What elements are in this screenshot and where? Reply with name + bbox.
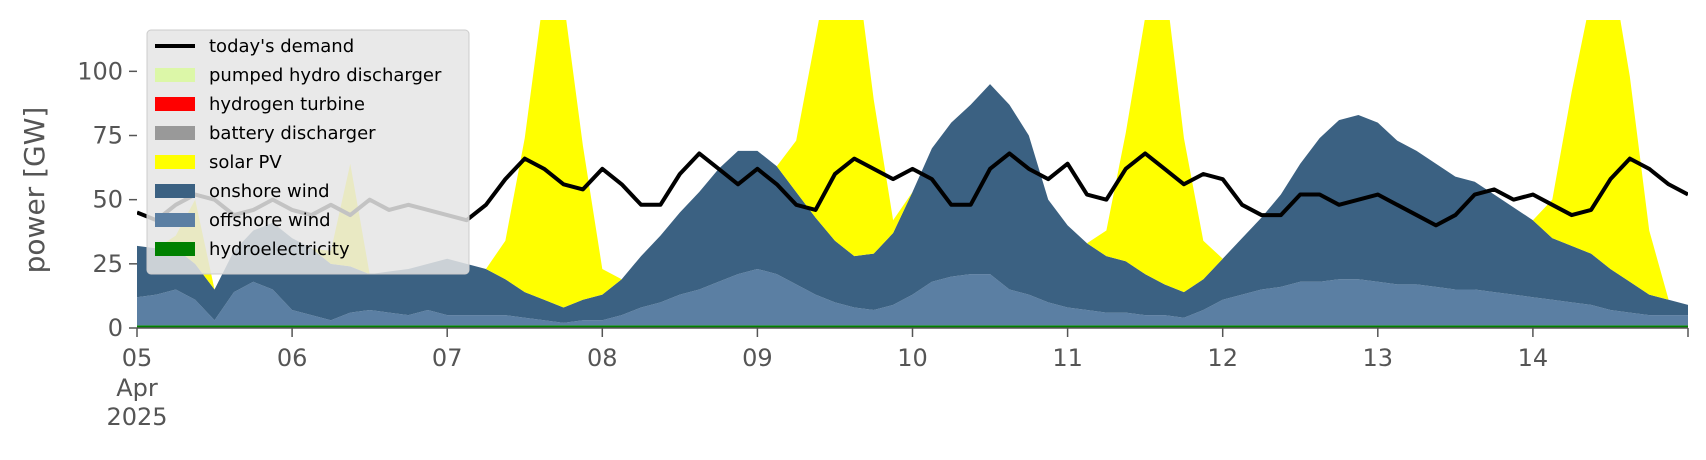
x-tick-label: 13 (1363, 344, 1394, 372)
legend-label: solar PV (209, 152, 282, 173)
x-tick-label: 14 (1518, 344, 1549, 372)
x-tick-label: 07 (432, 344, 463, 372)
area-solar-pv (137, 20, 1688, 308)
y-tick-label: 50 (92, 186, 123, 214)
y-tick-label: 100 (77, 57, 123, 85)
legend-label: today's demand (209, 36, 354, 57)
legend-swatch (155, 242, 195, 256)
area-onshore-wind (137, 84, 1688, 323)
y-tick-label: 75 (92, 122, 123, 150)
x-tick-year: 2025 (106, 403, 167, 431)
legend-swatch (155, 155, 195, 169)
x-tick-label: 09 (742, 344, 773, 372)
legend: today's demand pumped hydro discharger hyd… (146, 29, 470, 275)
x-tick-label: 06 (277, 344, 308, 372)
legend-label: battery discharger (209, 123, 376, 144)
legend-swatch (155, 213, 195, 227)
legend-label: offshore wind (209, 210, 331, 231)
legend-swatch (155, 97, 195, 111)
legend-swatch (155, 184, 195, 198)
x-tick-label: 12 (1207, 344, 1238, 372)
legend-swatch (155, 126, 195, 140)
x-tick-label: 11 (1052, 344, 1083, 372)
x-tick-month: Apr (116, 374, 158, 402)
x-tick-label: 08 (587, 344, 618, 372)
y-ticks: 0 25 50 75 100 (77, 57, 137, 342)
legend-label: pumped hydro discharger (209, 65, 442, 86)
legend-label: hydroelectricity (209, 239, 350, 260)
y-tick-label: 25 (92, 250, 123, 278)
legend-swatch (155, 68, 195, 82)
area-offshore-wind (137, 268, 1688, 326)
legend-box (146, 29, 470, 275)
legend-label: hydrogen turbine (209, 94, 365, 115)
x-tick-label: 05 (122, 344, 153, 372)
x-tick-label: 10 (897, 344, 928, 372)
y-axis-title: power [GW] (18, 107, 51, 274)
y-tick-label: 0 (108, 314, 123, 342)
legend-label: onshore wind (209, 181, 330, 202)
